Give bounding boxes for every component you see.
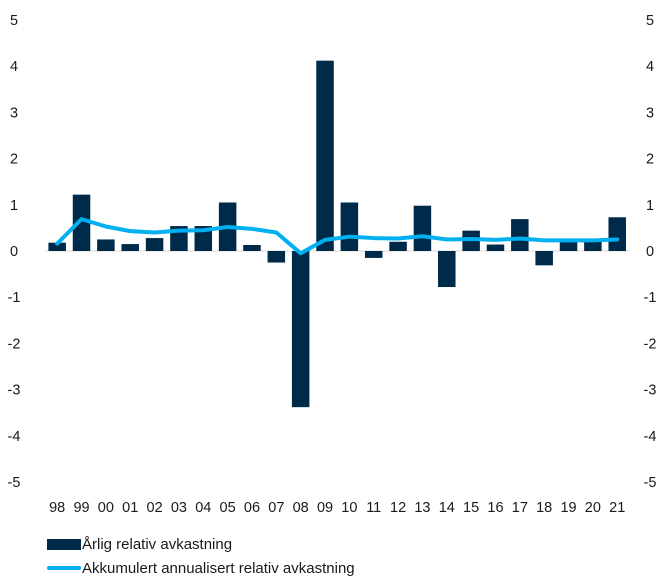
y-tick-label-right: -5 [644, 475, 657, 491]
y-tick-label-left: -2 [8, 336, 21, 352]
x-tick-label: 21 [609, 500, 625, 516]
bar-01 [121, 244, 139, 251]
x-tick-label: 11 [366, 500, 381, 516]
bar-12 [389, 241, 407, 251]
y-tick-label-right: 5 [646, 13, 654, 29]
x-tick-label: 15 [463, 500, 479, 516]
bar-08 [291, 251, 310, 408]
legend: Årlig relativ avkastning Akkumulert annu… [47, 532, 355, 580]
x-tick-label: 05 [220, 500, 236, 516]
legend-item-bar: Årlig relativ avkastning [47, 532, 355, 556]
x-tick-label: 20 [585, 500, 601, 516]
y-tick-label-right: 1 [646, 198, 654, 214]
bar-16 [486, 244, 505, 251]
y-axis-left: 5 4 3 2 1 0 -1 -2 -3 -4 -5 [8, 13, 21, 491]
bar-10 [340, 202, 359, 251]
y-tick-label-left: -5 [8, 475, 21, 491]
y-tick-label-left: 0 [10, 244, 18, 260]
bar-13 [413, 205, 432, 251]
y-tick-label-left: 3 [10, 105, 18, 121]
line-series [55, 217, 620, 256]
bar-series [48, 60, 626, 408]
bar-09 [316, 60, 334, 251]
x-tick-label: 13 [414, 500, 430, 516]
x-tick-label: 16 [487, 500, 503, 516]
bar-18 [535, 251, 553, 266]
bar-06 [243, 244, 261, 251]
bar-02 [145, 238, 164, 251]
y-tick-label-left: 2 [10, 152, 18, 168]
x-tick-label: 99 [73, 500, 89, 516]
y-tick-label-left: 5 [10, 13, 18, 29]
bar-19 [559, 241, 578, 251]
x-tick-label: 17 [512, 500, 528, 516]
x-axis: 98 99 00 01 02 03 04 05 06 07 08 09 10 11 12 13 14 15 16 17… [49, 500, 625, 516]
x-tick-label: 01 [122, 500, 138, 516]
bar-17 [511, 219, 529, 251]
y-tick-label-left: -1 [8, 290, 21, 306]
bar-99 [72, 194, 91, 251]
bar-11 [364, 251, 383, 258]
y-tick-label-right: 0 [646, 244, 654, 260]
x-tick-label: 03 [171, 500, 187, 516]
y-tick-label-left: -4 [8, 429, 21, 445]
x-tick-label: 06 [244, 500, 260, 516]
x-tick-label: 10 [341, 500, 357, 516]
legend-label-line: Akkumulert annualisert relativ avkastnin… [82, 559, 355, 577]
y-tick-label-right: 2 [646, 152, 654, 168]
x-tick-label: 14 [439, 500, 455, 516]
x-tick-label: 02 [147, 500, 163, 516]
y-tick-label-left: 1 [10, 198, 18, 214]
legend-swatch-line [47, 566, 81, 570]
x-tick-label: 98 [49, 500, 65, 516]
y-tick-label-left: 4 [10, 59, 18, 75]
y-tick-label-right: -1 [644, 290, 657, 306]
bar-98 [48, 242, 66, 251]
bar-20 [584, 241, 602, 251]
x-tick-label: 08 [293, 500, 309, 516]
y-tick-label-right: -2 [644, 336, 657, 352]
y-axis-right: 5 4 3 2 1 0 -1 -2 -3 -4 -5 [644, 13, 657, 491]
legend-label-bar: Årlig relativ avkastning [82, 535, 233, 553]
legend-item-line: Akkumulert annualisert relativ avkastnin… [47, 556, 355, 580]
bar-07 [267, 251, 286, 263]
y-tick-label-right: -4 [644, 429, 657, 445]
y-tick-label-right: 4 [646, 59, 654, 75]
bar-21 [608, 217, 626, 251]
y-tick-label-left: -3 [8, 383, 21, 399]
bar-00 [97, 239, 115, 251]
x-tick-label: 04 [195, 500, 211, 516]
y-tick-label-right: 3 [646, 105, 654, 121]
legend-swatch-bar [47, 538, 81, 550]
x-tick-label: 00 [98, 500, 114, 516]
x-tick-label: 18 [536, 500, 552, 516]
x-tick-label: 19 [560, 500, 576, 516]
x-tick-label: 09 [317, 500, 333, 516]
x-tick-label: 12 [390, 500, 406, 516]
bar-14 [438, 251, 456, 288]
x-tick-label: 07 [268, 500, 284, 516]
y-tick-label-right: -3 [644, 383, 657, 399]
